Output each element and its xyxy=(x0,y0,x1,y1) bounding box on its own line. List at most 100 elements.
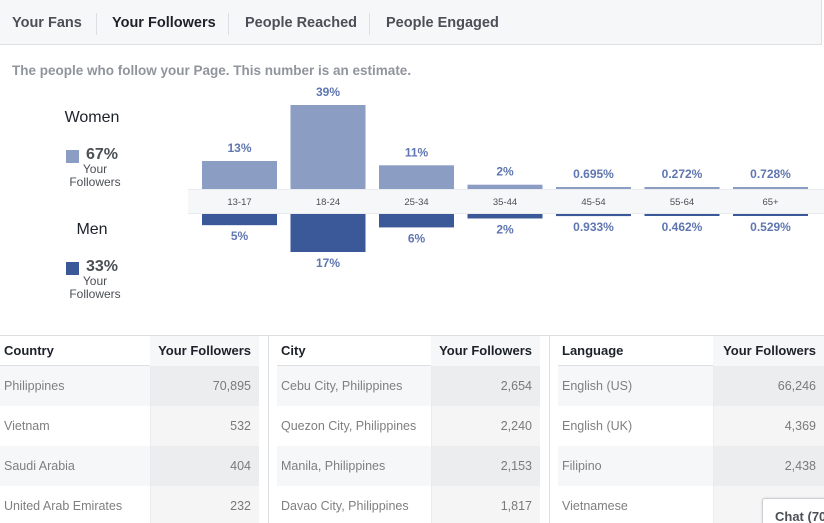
bar-men-35-44 xyxy=(467,214,543,219)
country-table: Country Your Followers Philippines 70,895 Vi… xyxy=(0,336,259,523)
tab-people-engaged[interactable]: People Engaged xyxy=(386,15,499,31)
column-header-followers[interactable]: Your Followers xyxy=(158,343,251,358)
sorted-column-highlight xyxy=(150,366,259,523)
follower-count: 66,246 xyxy=(777,379,816,393)
table-row: Philippines 70,895 xyxy=(0,366,259,406)
bar-women-45-54 xyxy=(556,187,631,189)
label-women-13-17: 13% xyxy=(227,141,251,155)
column-divider xyxy=(150,366,151,523)
legend-women-label: Women xyxy=(64,109,120,126)
tab-divider xyxy=(228,13,229,35)
header-highlight xyxy=(150,336,259,366)
language-table: Language Your Followers English (US) 66,246… xyxy=(558,336,824,523)
follower-count: 2,240 xyxy=(500,419,532,433)
label-men-25-34: 6% xyxy=(408,231,426,245)
label-women-25-34: 11% xyxy=(405,145,429,159)
follower-count: 232 xyxy=(230,499,251,513)
age-gender-chart: 13% 5% 13-17 39% 17% 18-24 11% 6% 25-34 2% 2% 35-44… xyxy=(188,85,824,270)
follower-count: 70,895 xyxy=(212,379,251,393)
label-men-13-17: 5% xyxy=(231,229,249,243)
follower-count: 2,438 xyxy=(784,459,816,473)
follower-count: 532 xyxy=(230,419,251,433)
legend-men-swatch xyxy=(66,262,79,275)
country-name: Vietnam xyxy=(4,419,50,433)
table-divider xyxy=(268,336,269,523)
tab-divider xyxy=(369,13,370,35)
label-women-65+: 0.728% xyxy=(750,167,791,181)
bar-men-45-54 xyxy=(556,214,631,217)
legend-men-label: Men xyxy=(76,221,108,238)
bar-women-65+ xyxy=(733,187,808,189)
legend-women-percent: 67% xyxy=(86,146,119,163)
legend-women-caption: Your Followers xyxy=(69,162,121,189)
follower-count: 4,369 xyxy=(784,419,816,433)
follower-count: 404 xyxy=(230,459,251,473)
sorted-column-highlight xyxy=(713,366,824,523)
age-axis-band xyxy=(188,189,824,214)
language-name: English (UK) xyxy=(562,419,633,433)
follower-count: 1,817 xyxy=(500,499,532,513)
bar-women-55-64 xyxy=(644,187,720,189)
country-name: Philippines xyxy=(4,379,65,393)
bar-women-25-34 xyxy=(379,165,454,189)
legend-men-percent: 33% xyxy=(86,258,119,275)
sorted-column-highlight xyxy=(431,366,540,523)
city-name: Quezon City, Philippines xyxy=(281,419,417,433)
bar-men-13-17 xyxy=(202,214,277,226)
page-subtitle: The people who follow your Page. This nu… xyxy=(12,63,412,78)
city-name: Cebu City, Philippines xyxy=(281,379,403,393)
table-row: Saudi Arabia 404 xyxy=(0,446,259,486)
column-header-city[interactable]: City xyxy=(281,343,306,358)
tab-your-fans[interactable]: Your Fans xyxy=(12,15,82,31)
table-header: Country Your Followers xyxy=(0,336,259,366)
table-row: English (UK) 4,369 xyxy=(558,406,824,446)
table-row: Vietnam 532 xyxy=(0,406,259,446)
legend-women-swatch xyxy=(66,150,79,163)
label-women-18-24: 39% xyxy=(316,85,340,99)
language-name: Filipino xyxy=(562,459,602,473)
table-row: Cebu City, Philippines 2,654 xyxy=(277,366,540,406)
follower-count: 2,654 xyxy=(500,379,532,393)
table-row: Vietnamese xyxy=(558,486,824,523)
column-divider xyxy=(431,366,432,523)
table-row: Filipino 2,438 xyxy=(558,446,824,486)
table-divider xyxy=(549,336,550,523)
label-men-55-64: 0.462% xyxy=(662,220,703,234)
column-header-language[interactable]: Language xyxy=(562,343,624,358)
tables-top-border xyxy=(0,335,824,336)
city-table: City Your Followers Cebu City, Philippines… xyxy=(277,336,540,523)
bar-women-13-17 xyxy=(202,161,277,189)
column-header-followers[interactable]: Your Followers xyxy=(439,343,532,358)
table-header: Language Your Followers xyxy=(558,336,824,366)
language-name: Vietnamese xyxy=(562,499,628,513)
age-tick-18-24: 18-24 xyxy=(316,197,340,208)
country-name: United Arab Emirates xyxy=(4,499,123,513)
chat-button[interactable]: Chat (70 xyxy=(762,498,824,523)
language-name: English (US) xyxy=(562,379,633,393)
age-tick-45-54: 45-54 xyxy=(581,197,605,208)
bar-men-55-64 xyxy=(644,214,720,216)
age-tick-65+: 65+ xyxy=(762,197,779,208)
column-header-country[interactable]: Country xyxy=(4,343,54,358)
legend-men-caption: Your Followers xyxy=(69,274,121,301)
tab-divider xyxy=(96,13,97,35)
table-row: Quezon City, Philippines 2,240 xyxy=(277,406,540,446)
tab-bar: Your Fans Your Followers People Reached … xyxy=(0,0,822,45)
country-name: Saudi Arabia xyxy=(4,459,75,473)
table-row: English (US) 66,246 xyxy=(558,366,824,406)
bar-men-25-34 xyxy=(379,214,454,228)
bar-men-65+ xyxy=(733,214,808,216)
age-tick-35-44: 35-44 xyxy=(493,197,517,208)
label-women-35-44: 2% xyxy=(496,165,514,179)
bar-women-35-44 xyxy=(467,184,543,189)
column-header-followers[interactable]: Your Followers xyxy=(723,343,816,358)
table-row: United Arab Emirates 232 xyxy=(0,486,259,523)
bar-women-18-24 xyxy=(290,105,366,189)
label-women-45-54: 0.695% xyxy=(573,167,614,181)
label-men-18-24: 17% xyxy=(316,256,340,270)
tab-your-followers[interactable]: Your Followers xyxy=(112,15,216,31)
tab-people-reached[interactable]: People Reached xyxy=(245,15,358,31)
age-tick-13-17: 13-17 xyxy=(227,197,251,208)
header-highlight xyxy=(431,336,540,366)
table-row: Manila, Philippines 2,153 xyxy=(277,446,540,486)
